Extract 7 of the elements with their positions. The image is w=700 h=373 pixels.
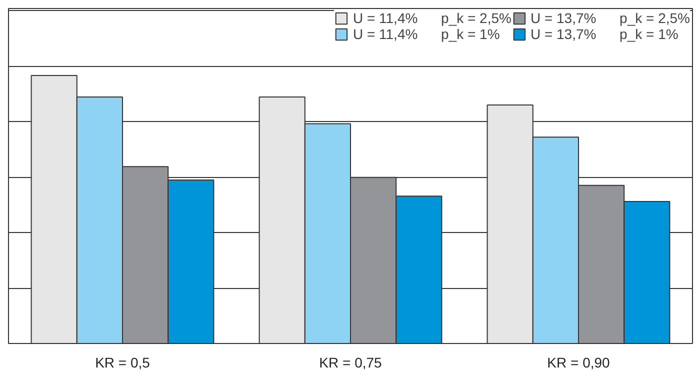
- legend-label: U = 13,7% p_k = 2,5%: [530, 10, 690, 26]
- x-tick-label: KR = 0,90: [547, 354, 610, 370]
- legend-label: U = 13,7% p_k = 1%: [530, 26, 678, 42]
- legend-label: U = 11,4% p_k = 1%: [352, 26, 500, 42]
- x-tick-label: KR = 0,75: [319, 354, 382, 370]
- x-tick-label: KR = 0,5: [95, 354, 150, 370]
- legend-label: U = 11,4% p_k = 2,5%: [352, 10, 512, 26]
